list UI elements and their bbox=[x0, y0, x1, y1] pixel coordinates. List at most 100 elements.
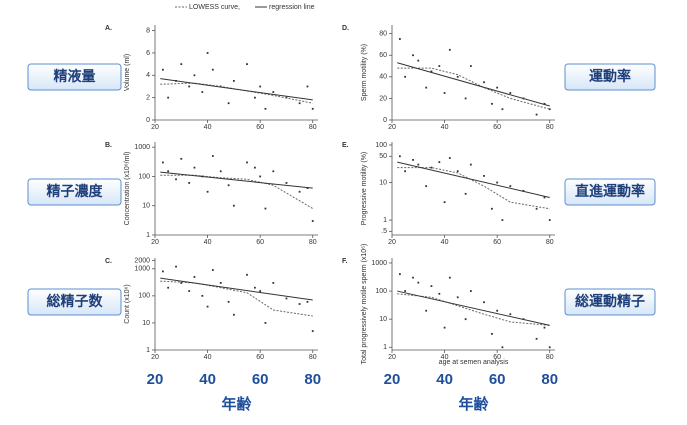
y-tick-label: 10 bbox=[142, 320, 150, 327]
x-tick-label: 80 bbox=[309, 354, 317, 361]
data-point bbox=[180, 157, 183, 160]
panel-letter: B. bbox=[105, 142, 112, 149]
y-tick-label: 20 bbox=[379, 95, 387, 102]
regression-line bbox=[397, 161, 550, 198]
y-tick-label: 1 bbox=[146, 347, 150, 354]
x-tick-label: 40 bbox=[441, 124, 449, 131]
data-point bbox=[548, 108, 551, 111]
axis-big-tick: 40 bbox=[436, 371, 453, 388]
y-tick-label: 6 bbox=[146, 50, 150, 57]
y-tick-label: 100 bbox=[375, 142, 387, 149]
data-point bbox=[469, 290, 472, 292]
data-point bbox=[188, 290, 191, 292]
data-point bbox=[246, 273, 248, 276]
lowess-curve bbox=[397, 67, 550, 110]
data-point bbox=[298, 303, 301, 305]
data-point bbox=[483, 301, 485, 304]
axis-big-tick: 40 bbox=[199, 371, 216, 388]
label-text: 精液量 bbox=[54, 68, 96, 85]
data-point bbox=[456, 296, 459, 299]
x-tick-label: 80 bbox=[546, 124, 554, 131]
panel-letter: C. bbox=[105, 258, 112, 265]
data-point bbox=[180, 282, 183, 284]
y-tick-label: 100 bbox=[138, 293, 150, 300]
data-point bbox=[491, 207, 493, 210]
data-point bbox=[417, 163, 420, 166]
data-point bbox=[254, 286, 256, 289]
data-point bbox=[180, 63, 183, 66]
label-text: 運動率 bbox=[589, 68, 631, 85]
data-point bbox=[496, 86, 499, 89]
data-point bbox=[175, 265, 177, 268]
data-point bbox=[548, 219, 551, 221]
data-point bbox=[501, 108, 504, 111]
label-box bbox=[27, 288, 122, 316]
y-tick-label: 2000 bbox=[134, 257, 150, 264]
regression-line bbox=[397, 290, 550, 326]
label-text: 精子濃度 bbox=[47, 183, 104, 200]
data-point bbox=[417, 59, 420, 62]
x-tick-label: 60 bbox=[256, 239, 264, 246]
data-point bbox=[272, 91, 275, 93]
y-tick-label: 100 bbox=[375, 288, 387, 295]
data-point bbox=[469, 163, 472, 166]
panel-letter: A. bbox=[105, 25, 112, 32]
panel-letter: E. bbox=[342, 142, 349, 149]
data-point bbox=[285, 297, 288, 300]
y-tick-label: 80 bbox=[379, 30, 387, 37]
data-point bbox=[443, 326, 446, 329]
data-point bbox=[438, 292, 441, 295]
data-point bbox=[161, 68, 164, 71]
data-point bbox=[456, 170, 459, 173]
data-point bbox=[404, 290, 407, 292]
y-tick-label: 50 bbox=[379, 153, 387, 160]
data-point bbox=[259, 175, 262, 178]
x-tick-label: 60 bbox=[493, 239, 501, 246]
data-point bbox=[161, 270, 164, 273]
data-point bbox=[398, 155, 401, 158]
data-point bbox=[232, 313, 235, 316]
data-point bbox=[193, 166, 196, 169]
data-point bbox=[430, 70, 433, 73]
regression-line bbox=[160, 171, 313, 189]
y-axis-label: Volume (ml) bbox=[124, 54, 131, 91]
data-point bbox=[206, 52, 209, 54]
axis-big-tick: 60 bbox=[489, 371, 506, 388]
data-point bbox=[404, 75, 407, 78]
panel-letter: D. bbox=[342, 25, 349, 32]
data-point bbox=[246, 161, 248, 164]
data-point bbox=[522, 189, 525, 192]
data-point bbox=[438, 65, 441, 67]
data-point bbox=[535, 113, 538, 116]
data-point bbox=[232, 204, 235, 207]
data-point bbox=[285, 182, 288, 184]
legend-label: LOWESS curve, bbox=[189, 4, 240, 11]
data-point bbox=[167, 96, 170, 99]
label-box bbox=[27, 63, 122, 91]
data-point bbox=[535, 207, 538, 210]
data-point bbox=[398, 273, 401, 276]
x-tick-label: 60 bbox=[493, 124, 501, 131]
axis-big-title: 年齢 bbox=[458, 395, 489, 413]
data-point bbox=[443, 201, 446, 204]
data-point bbox=[443, 92, 446, 94]
data-point bbox=[272, 282, 275, 284]
data-point bbox=[509, 185, 512, 188]
data-point bbox=[219, 170, 222, 173]
x-tick-label: 40 bbox=[441, 239, 449, 246]
x-tick-label: 20 bbox=[151, 239, 159, 246]
y-tick-label: 100 bbox=[138, 173, 150, 180]
data-point bbox=[272, 170, 275, 173]
y-tick-label: 10 bbox=[379, 179, 387, 186]
y-tick-label: 1000 bbox=[134, 266, 150, 273]
axis-big-tick: 80 bbox=[541, 371, 558, 388]
y-tick-label: 60 bbox=[379, 52, 387, 59]
axis-big-tick: 80 bbox=[304, 371, 321, 388]
data-point bbox=[254, 96, 256, 99]
label-text: 総運動精子 bbox=[575, 293, 645, 310]
data-point bbox=[548, 346, 551, 349]
lowess-curve bbox=[160, 82, 313, 104]
x-tick-label: 80 bbox=[309, 239, 317, 246]
data-point bbox=[448, 276, 451, 279]
